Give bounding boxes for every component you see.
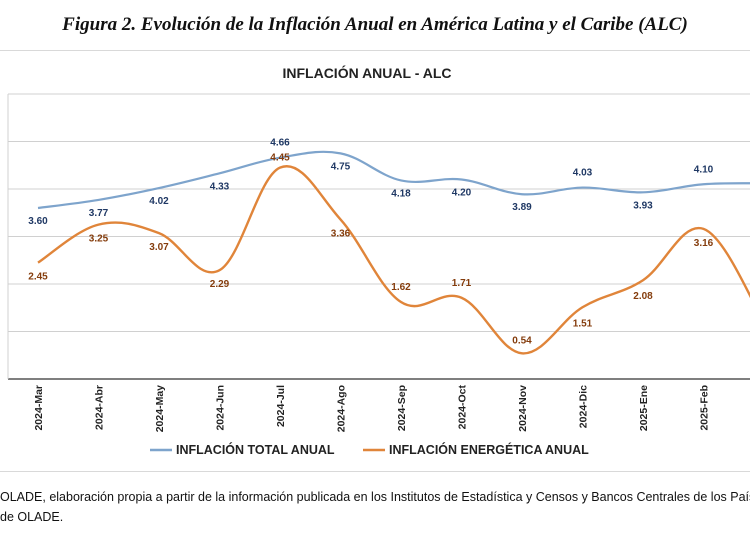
chart-legend: INFLACIÓN TOTAL ANUAL INFLACIÓN ENERGÉTIC… [150,442,589,457]
series-line-total [37,150,750,210]
data-label: 3.36 [331,228,351,239]
data-label: 2.08 [633,291,653,302]
chart-title: INFLACIÓN ANUAL - ALC [282,64,451,81]
data-label: 4.02 [149,196,169,207]
x-tick-label: 2024-May [154,385,166,432]
source-line-1: OLADE, elaboración propia a partir de la… [0,490,750,504]
data-label: 4.66 [270,138,290,149]
x-tick-label: 2024-Sep [396,385,408,431]
data-label: 4.20 [452,188,472,199]
data-label: 4.75 [331,161,351,172]
data-label: 1.71 [452,278,472,289]
source-note: OLADE, elaboración propia a partir de la… [0,487,750,527]
x-tick-label: 2024-Mar [33,385,45,431]
x-tick-label: 2024-Dic [578,385,590,428]
legend-label: INFLACIÓN ENERGÉTICA ANUAL [389,442,589,457]
data-label: 3.77 [89,208,109,219]
data-label: 1.51 [573,318,593,329]
x-tick-label: 2024-Abr [94,385,106,430]
figure-title: Figura 2. Evolución de la Inflación Anua… [62,14,688,35]
x-tick-label: 2025-Feb [699,385,711,431]
data-labels: 3.60 3.77 4.02 4.33 4.66 4.75 4.18 4.20 3.89 4.03… [28,138,714,347]
data-label: 2.45 [28,272,48,283]
x-tick-label: 2024-Ago [336,385,348,432]
data-label: 3.07 [149,242,169,253]
data-label: 4.03 [573,168,593,179]
x-axis-labels: 2024-Mar 2024-Abr 2024-May 2024-Jun 2024-Jul… [33,384,711,432]
x-tick-label: 2024-Oct [457,384,469,429]
line-chart: INFLACIÓN ANUAL - ALC 2024-Mar 2024-Abr 20… [7,64,750,457]
chart-grid [7,93,750,380]
data-label: 3.60 [28,216,48,227]
data-label: 3.16 [694,238,714,249]
x-tick-label: 2024-Nov [517,385,529,432]
chart-area: INFLACIÓN ANUAL - ALC 2024-Mar 2024-Abr 20… [0,50,750,472]
source-line-2: de OLADE. [0,510,64,524]
data-label: 4.10 [694,164,714,175]
data-label: 3.25 [89,234,109,245]
series-line-energetica [37,165,750,355]
data-label: 0.54 [512,335,532,346]
data-label: 4.18 [391,188,411,199]
series-lines [37,150,750,355]
x-tick-label: 2024-Jun [215,385,227,431]
x-tick-label: 2024-Jul [275,385,287,427]
data-label: 4.45 [270,153,290,164]
legend-label: INFLACIÓN TOTAL ANUAL [176,442,335,457]
data-label: 3.89 [512,202,532,213]
data-label: 3.93 [633,200,653,211]
data-label: 2.29 [210,279,230,290]
data-label: 1.62 [391,282,411,293]
x-tick-label: 2025-Ene [638,385,650,431]
data-label: 4.33 [210,181,230,192]
